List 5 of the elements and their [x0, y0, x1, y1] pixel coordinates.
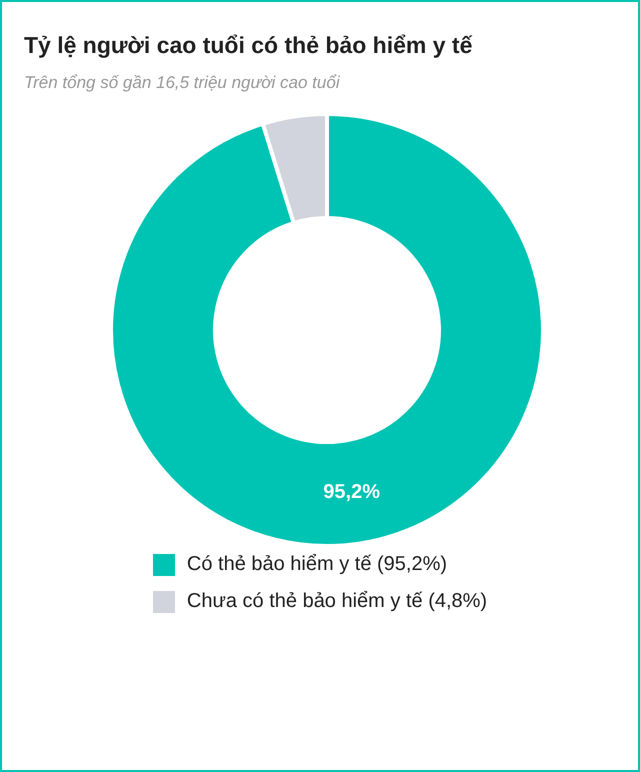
legend-label: Chưa có thẻ bảo hiểm y tế (4,8%) [186, 590, 488, 613]
legend-label: Có thẻ bảo hiểm y tế (95,2%) [186, 553, 448, 576]
data-label: 95,2% [323, 481, 380, 504]
chart-subtitle: Trên tổng số gần 16,5 triệu người cao tuổi [24, 73, 341, 93]
chart-title: Tỷ lệ người cao tuổi có thẻ bảo hiểm y tế [24, 32, 474, 59]
